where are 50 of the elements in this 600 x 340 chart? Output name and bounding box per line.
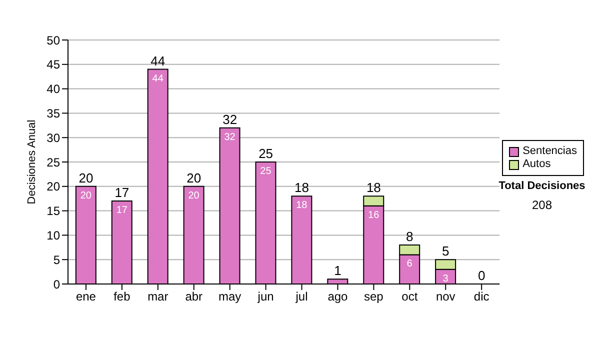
x-tick-label: oct [402, 290, 418, 304]
x-tick-label: dic [474, 290, 490, 304]
total-label: 44 [150, 53, 166, 68]
annotation: Total Decisiones [498, 180, 586, 192]
total-label: 18 [366, 180, 381, 196]
x-tick-label: jul [294, 290, 308, 304]
legend-label: Sentencias [522, 145, 577, 158]
total-label: 25 [258, 146, 274, 161]
x-tick-label: ene [76, 290, 96, 304]
data-label: 6 [406, 258, 413, 270]
x-tick-label: mar [148, 290, 168, 304]
total-label: 20 [78, 170, 94, 186]
y-tick-label: 40 [46, 82, 60, 96]
data-label: 20 [188, 190, 200, 202]
x-tick-label: sep [364, 290, 384, 304]
total-label: 5 [442, 244, 450, 259]
y-axis-title: Decisiones Anual [26, 120, 38, 204]
data-label: 17 [116, 205, 128, 216]
x-tick-label: jun [256, 290, 274, 304]
y-tick-label: 5 [53, 252, 60, 267]
data-label: 25 [260, 166, 272, 177]
x-tick-label: may [218, 290, 242, 304]
total-label: 1 [334, 263, 342, 278]
total-label: 0 [478, 268, 486, 283]
data-label: 3 [442, 273, 449, 284]
data-label: 32 [224, 132, 236, 143]
x-tick-label: feb [114, 290, 131, 304]
total-label: 18 [294, 180, 309, 196]
data-label: 20 [80, 190, 92, 202]
legend-label: Autos [522, 158, 551, 171]
total-label: 20 [186, 170, 202, 186]
data-label: 44 [152, 73, 164, 84]
y-tick-label: 20 [46, 180, 60, 194]
x-tick-label: nov [436, 290, 456, 304]
x-tick-label: abr [185, 290, 203, 304]
total-label: 32 [222, 112, 238, 127]
y-tick-label: 0 [53, 277, 60, 292]
data-label: 16 [368, 210, 380, 221]
y-tick-label: 30 [46, 130, 60, 145]
y-tick-label: 35 [46, 106, 60, 120]
y-tick-label: 15 [46, 204, 60, 218]
y-tick-label: 45 [46, 58, 60, 72]
data-label: 18 [296, 200, 308, 212]
total-label: 17 [114, 185, 130, 200]
y-tick-label: 10 [46, 228, 60, 242]
total-label: 8 [406, 228, 414, 244]
x-tick-label: ago [328, 290, 348, 304]
y-tick-label: 25 [46, 155, 60, 170]
y-tick-label: 50 [46, 33, 60, 48]
text: 208 [530, 198, 554, 212]
